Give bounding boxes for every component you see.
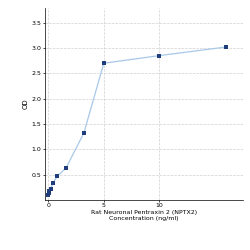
X-axis label: Rat Neuronal Pentraxin 2 (NPTX2)
Concentration (ng/ml): Rat Neuronal Pentraxin 2 (NPTX2) Concent… [91, 210, 197, 221]
Y-axis label: OD: OD [23, 98, 29, 109]
